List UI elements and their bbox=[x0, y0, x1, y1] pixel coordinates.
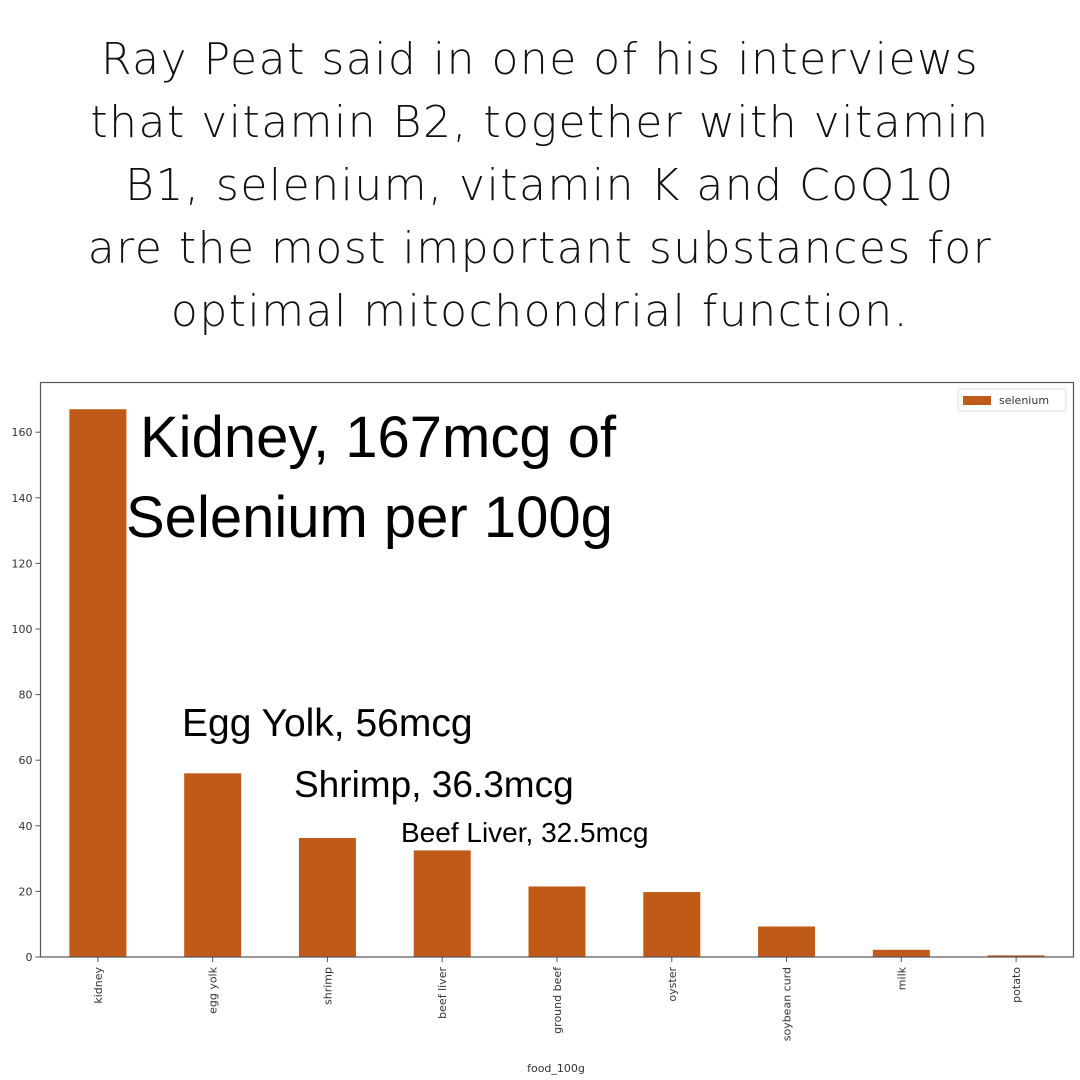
y-tick-label: 120 bbox=[12, 557, 33, 570]
x-tick-label: egg yolk bbox=[207, 966, 220, 1014]
legend-label: selenium bbox=[999, 394, 1049, 407]
bar-shrimp bbox=[298, 837, 356, 957]
headline-line: Ray Peat said in one of his interviews bbox=[100, 34, 979, 85]
x-tick-label: kidney bbox=[92, 967, 105, 1004]
x-tick-label: beef liver bbox=[436, 967, 449, 1019]
y-tick-label: 100 bbox=[12, 623, 33, 636]
x-axis: kidney egg yolk shrimp beef liver ground bee… bbox=[92, 957, 1023, 1041]
x-tick-label: shrimp bbox=[321, 967, 334, 1005]
x-tick-label: milk bbox=[895, 966, 908, 990]
annotation-shrimp: Shrimp, 36.3mcg bbox=[294, 764, 574, 805]
bar-potato bbox=[987, 955, 1045, 957]
y-tick-label: 40 bbox=[19, 820, 33, 833]
y-tick-label: 140 bbox=[12, 492, 33, 505]
annotation-kidney-line2: Selenium per 100g bbox=[126, 485, 613, 550]
x-tick-label: ground beef bbox=[551, 966, 564, 1034]
annotation-kidney: Kidney, 167mcg of Selenium per 100g bbox=[126, 405, 617, 550]
headline-line: are the most important substances for bbox=[87, 223, 993, 274]
y-tick-label: 60 bbox=[19, 754, 33, 767]
bar-milk bbox=[872, 949, 930, 957]
x-tick-label: soybean curd bbox=[781, 967, 794, 1041]
y-tick-label: 0 bbox=[26, 951, 33, 964]
x-axis-label: food_100g bbox=[527, 1062, 585, 1075]
bar-kidney bbox=[69, 409, 127, 957]
bar-soybean-curd bbox=[758, 926, 816, 957]
headline-text: Ray Peat said in one of his interviews t… bbox=[0, 28, 1080, 343]
legend-swatch bbox=[963, 396, 991, 405]
annotation-kidney-line1: Kidney, 167mcg of bbox=[140, 405, 617, 470]
legend: selenium bbox=[957, 388, 1067, 412]
headline-line: optimal mitochondrial function. bbox=[170, 286, 910, 337]
y-tick-label: 80 bbox=[19, 689, 33, 702]
x-tick-label: potato bbox=[1010, 967, 1023, 1003]
annotation-egg-yolk: Egg Yolk, 56mcg bbox=[182, 702, 473, 745]
headline-line: B1, selenium, vitamin K and CoQ10 bbox=[125, 160, 955, 211]
y-tick-label: 20 bbox=[19, 885, 33, 898]
headline-line: that vitamin B2, together with vitamin bbox=[90, 97, 990, 148]
bar-oyster bbox=[643, 892, 701, 957]
bar-beef-liver bbox=[413, 850, 471, 957]
bar-egg-yolk bbox=[184, 773, 242, 957]
y-axis: 0 20 40 60 80 100 120 140 160 bbox=[12, 426, 41, 964]
annotation-beef-liver: Beef Liver, 32.5mcg bbox=[401, 817, 648, 848]
bar-ground-beef bbox=[528, 886, 586, 957]
bars bbox=[69, 409, 1045, 957]
y-tick-label: 160 bbox=[12, 426, 33, 439]
x-tick-label: oyster bbox=[666, 967, 679, 1002]
legend-box bbox=[957, 388, 1067, 412]
